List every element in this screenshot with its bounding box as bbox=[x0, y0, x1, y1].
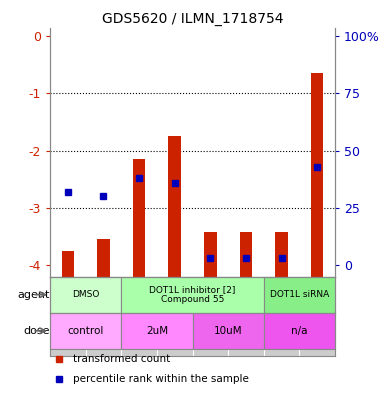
Bar bbox=[264, 277, 335, 313]
Text: DMSO: DMSO bbox=[72, 290, 99, 299]
Bar bbox=[121, 277, 264, 313]
Text: control: control bbox=[67, 326, 104, 336]
Bar bbox=[62, 251, 74, 277]
Bar bbox=[240, 232, 252, 277]
Text: DOT1L siRNA: DOT1L siRNA bbox=[270, 290, 329, 299]
Bar bbox=[204, 232, 216, 277]
Bar bbox=[50, 277, 121, 313]
Text: 10uM: 10uM bbox=[214, 326, 243, 336]
Bar bbox=[311, 73, 323, 277]
Text: percentile rank within the sample: percentile rank within the sample bbox=[73, 374, 249, 384]
Text: n/a: n/a bbox=[291, 326, 308, 336]
Title: GDS5620 / ILMN_1718754: GDS5620 / ILMN_1718754 bbox=[102, 13, 283, 26]
Bar bbox=[121, 313, 192, 349]
Bar bbox=[275, 232, 288, 277]
Bar bbox=[50, 313, 121, 349]
Text: agent: agent bbox=[18, 290, 50, 300]
Text: dose: dose bbox=[23, 326, 50, 336]
Bar bbox=[192, 313, 264, 349]
Text: transformed count: transformed count bbox=[73, 354, 170, 364]
Bar bbox=[133, 159, 145, 277]
Text: 2uM: 2uM bbox=[146, 326, 168, 336]
Bar bbox=[97, 239, 110, 277]
Text: DOT1L inhibitor [2]
Compound 55: DOT1L inhibitor [2] Compound 55 bbox=[149, 285, 236, 304]
Bar bbox=[169, 136, 181, 277]
Bar bbox=[264, 313, 335, 349]
